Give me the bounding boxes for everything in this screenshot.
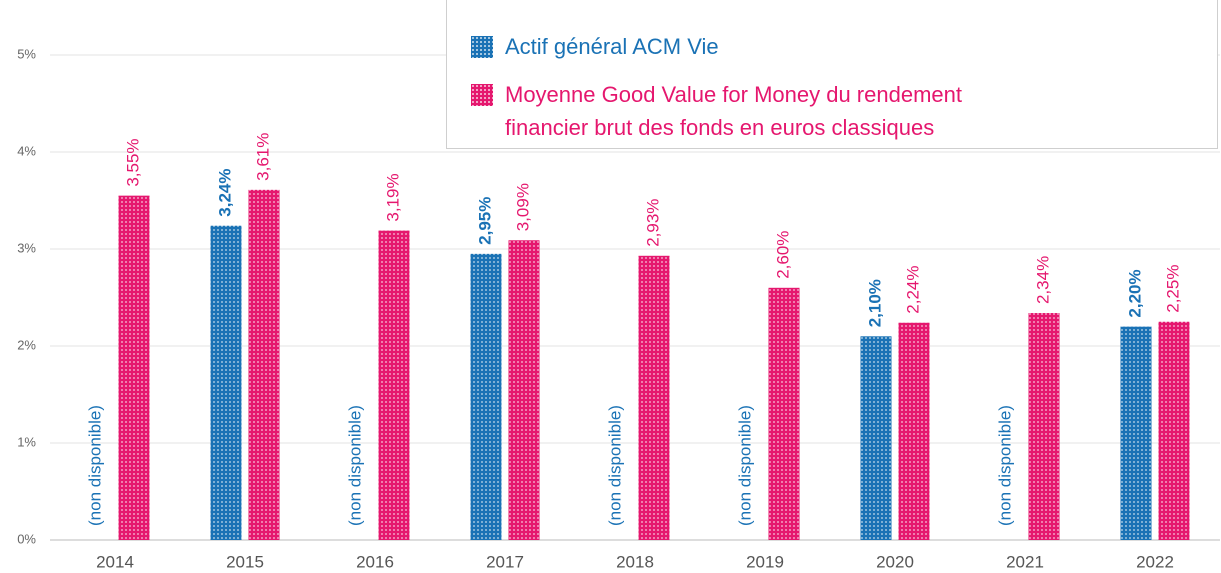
y-tick-label: 5%: [17, 46, 36, 61]
x-tick-label: 2022: [1136, 552, 1174, 571]
value-label: 3,55%: [123, 138, 142, 186]
value-label: 2,60%: [773, 231, 792, 279]
value-label: 2,25%: [1163, 265, 1182, 313]
x-tick-label: 2017: [486, 552, 524, 571]
value-label: 3,09%: [513, 183, 532, 231]
y-tick-label: 2%: [17, 337, 36, 352]
x-tick-label: 2015: [226, 552, 264, 571]
legend-item: Actif général ACM Vie: [471, 30, 985, 63]
x-tick-label: 2018: [616, 552, 654, 571]
y-tick-label: 4%: [17, 143, 36, 158]
y-tick-label: 0%: [17, 531, 36, 546]
x-tick-label: 2016: [356, 552, 394, 571]
bar: [1120, 326, 1152, 540]
x-tick-label: 2014: [96, 552, 134, 571]
x-tick-label: 2020: [876, 552, 914, 571]
legend-label: Moyenne Good Value for Money du rendemen…: [505, 82, 962, 140]
bar: [470, 253, 502, 540]
value-label: 2,24%: [903, 266, 922, 314]
bar: [1028, 313, 1060, 540]
legend-swatch: [471, 84, 493, 106]
x-tick-label: 2019: [746, 552, 784, 571]
bar: [898, 322, 930, 540]
value-label: 2,10%: [865, 279, 884, 327]
bar: [248, 189, 280, 540]
missing-label: (non disponible): [995, 405, 1014, 526]
value-label: 3,19%: [383, 173, 402, 221]
y-tick-label: 3%: [17, 240, 36, 255]
bar: [118, 195, 150, 540]
bar: [210, 225, 242, 540]
value-label: 2,20%: [1125, 269, 1144, 317]
legend-item: Moyenne Good Value for Money du rendemen…: [471, 78, 985, 144]
y-tick-label: 1%: [17, 434, 36, 449]
legend-label: Actif général ACM Vie: [505, 34, 719, 59]
bar: [768, 287, 800, 540]
missing-label: (non disponible): [605, 405, 624, 526]
bar: [638, 255, 670, 541]
bar: [860, 336, 892, 540]
value-label: 2,34%: [1033, 256, 1052, 304]
missing-label: (non disponible): [735, 405, 754, 526]
missing-label: (non disponible): [85, 405, 104, 526]
bar: [1158, 321, 1190, 540]
value-label: 2,95%: [475, 197, 494, 245]
bar: [378, 230, 410, 540]
missing-label: (non disponible): [345, 405, 364, 526]
legend-swatch: [471, 36, 493, 58]
value-label: 2,93%: [643, 199, 662, 247]
value-label: 3,61%: [253, 133, 272, 181]
legend: Actif général ACM Vie Moyenne Good Value …: [446, 0, 1218, 149]
bar: [508, 240, 540, 540]
value-label: 3,24%: [215, 169, 234, 217]
x-tick-label: 2021: [1006, 552, 1044, 571]
